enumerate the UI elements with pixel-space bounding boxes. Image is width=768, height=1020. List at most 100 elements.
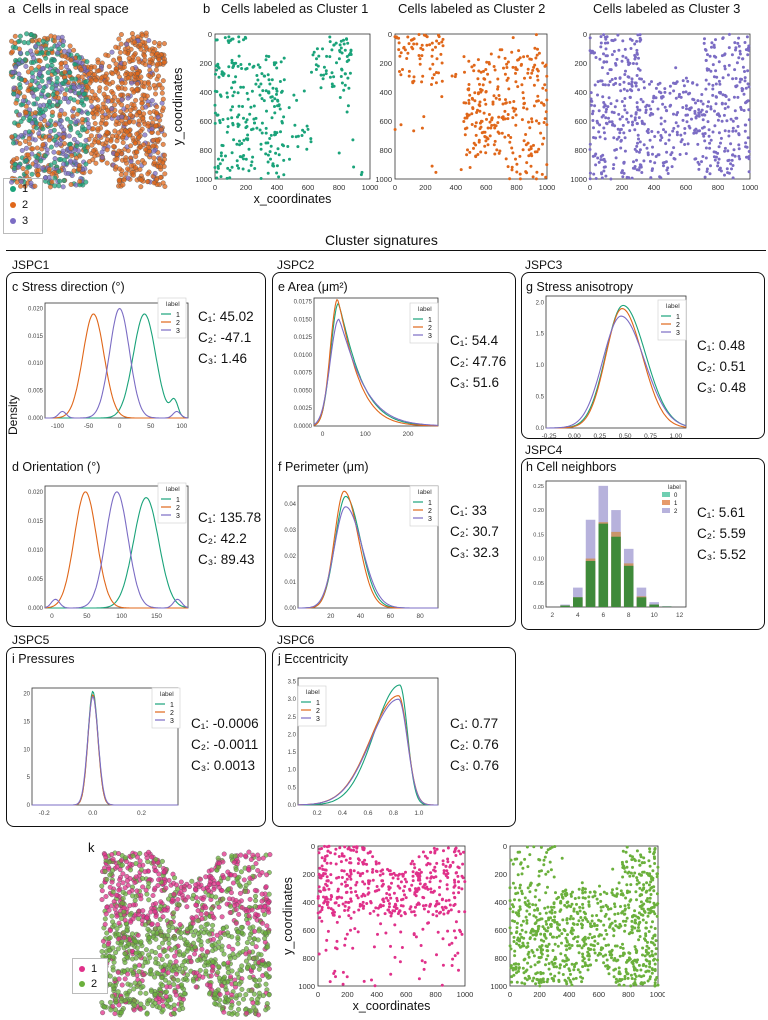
scatter-point xyxy=(617,966,621,970)
cell xyxy=(68,158,73,164)
scatter-point xyxy=(337,904,341,907)
x-tick-label: 60 xyxy=(387,613,395,620)
scatter-point xyxy=(480,131,484,135)
x-tick-label: 600 xyxy=(400,990,413,999)
scatter-point xyxy=(348,861,352,865)
cell xyxy=(55,35,61,41)
cell xyxy=(85,111,91,116)
scatter-point xyxy=(347,86,351,90)
cell xyxy=(23,63,29,69)
scatter-point xyxy=(230,116,234,120)
cell xyxy=(111,57,117,63)
cell xyxy=(83,137,89,143)
cell xyxy=(192,944,198,950)
scatter-point xyxy=(486,72,490,76)
scatter-point xyxy=(352,910,356,914)
scatter-point xyxy=(238,139,241,143)
scatter-point xyxy=(700,93,704,96)
chart-orientation: d Orientation (°)0 50 100 1500.0000.0050.01… xyxy=(12,460,189,620)
scatter-point xyxy=(530,117,534,121)
scatter-point xyxy=(537,121,541,125)
y-tick-label: 200 xyxy=(494,870,507,879)
cell xyxy=(245,866,251,872)
scatter-point xyxy=(536,94,540,98)
bar-green xyxy=(560,605,570,607)
cell xyxy=(204,949,210,955)
x-tick-label: 0.75 xyxy=(644,433,657,438)
scatter-point xyxy=(514,113,518,117)
cell xyxy=(81,91,87,97)
scatter-point xyxy=(675,80,679,84)
scatter-point xyxy=(497,115,501,119)
cell xyxy=(101,91,107,97)
scatter-point xyxy=(483,144,487,148)
scatter-point xyxy=(261,89,265,93)
cell xyxy=(153,936,159,942)
scatter-point xyxy=(746,82,750,86)
cell xyxy=(199,946,205,952)
y-tick-label: 0 xyxy=(208,30,212,39)
cell xyxy=(205,938,211,944)
scatter-point xyxy=(395,896,399,900)
cell xyxy=(142,132,148,138)
scatter-point xyxy=(622,80,626,84)
scatter-point xyxy=(417,855,421,859)
scatter-point xyxy=(708,54,712,58)
cell xyxy=(33,163,39,169)
scatter-point xyxy=(412,932,416,936)
scatter-point xyxy=(731,129,735,133)
scatter-point xyxy=(235,159,239,163)
cell xyxy=(111,959,117,965)
scatter-point xyxy=(615,148,618,151)
cell xyxy=(247,925,253,931)
scatter-point xyxy=(503,135,507,139)
scatter-point xyxy=(438,893,442,897)
cell xyxy=(245,964,250,970)
scatter-point xyxy=(227,35,231,39)
cell xyxy=(52,122,58,128)
cell xyxy=(134,112,140,118)
legend-label-3: 3 xyxy=(170,718,174,725)
scatter-point xyxy=(293,123,297,127)
cell xyxy=(161,41,167,47)
scatter-point xyxy=(348,857,352,860)
scatter-point xyxy=(282,56,286,60)
scatter-point xyxy=(399,930,403,934)
x-tick-label: 12 xyxy=(676,612,684,619)
scatter-point xyxy=(353,927,357,931)
scatter-point xyxy=(413,866,417,870)
scatter-point xyxy=(430,875,434,879)
scatter-point xyxy=(372,909,376,913)
cell xyxy=(149,98,155,104)
scatter-point xyxy=(684,152,688,156)
scatter-point xyxy=(722,113,726,117)
scatter-point xyxy=(430,54,434,58)
x-tick-label: 400 xyxy=(371,990,384,999)
scatter-point xyxy=(684,90,688,94)
scatter-point xyxy=(675,133,679,137)
cell xyxy=(137,858,143,864)
cell xyxy=(212,991,218,997)
scatter-point xyxy=(267,91,270,95)
scatter-point xyxy=(395,36,399,40)
scatter-point xyxy=(438,885,441,889)
scatter-point xyxy=(371,855,375,859)
cell xyxy=(256,966,262,972)
scatter-point xyxy=(736,95,740,99)
x-tick-label: 1000 xyxy=(362,183,379,192)
scatter-point xyxy=(330,895,334,899)
y-tick-label: 400 xyxy=(199,88,212,97)
cell xyxy=(105,941,111,947)
scatter-point xyxy=(418,57,422,61)
cell xyxy=(153,950,158,956)
scatter-point xyxy=(421,885,425,889)
cell xyxy=(113,996,119,1002)
cell xyxy=(120,889,126,895)
scatter-point xyxy=(744,48,748,52)
scatter-point xyxy=(268,150,272,154)
cell xyxy=(99,888,105,894)
scatter-point xyxy=(540,172,544,176)
scatter-point xyxy=(334,901,338,905)
scatter-point xyxy=(661,161,665,165)
scatter-point xyxy=(626,976,630,980)
